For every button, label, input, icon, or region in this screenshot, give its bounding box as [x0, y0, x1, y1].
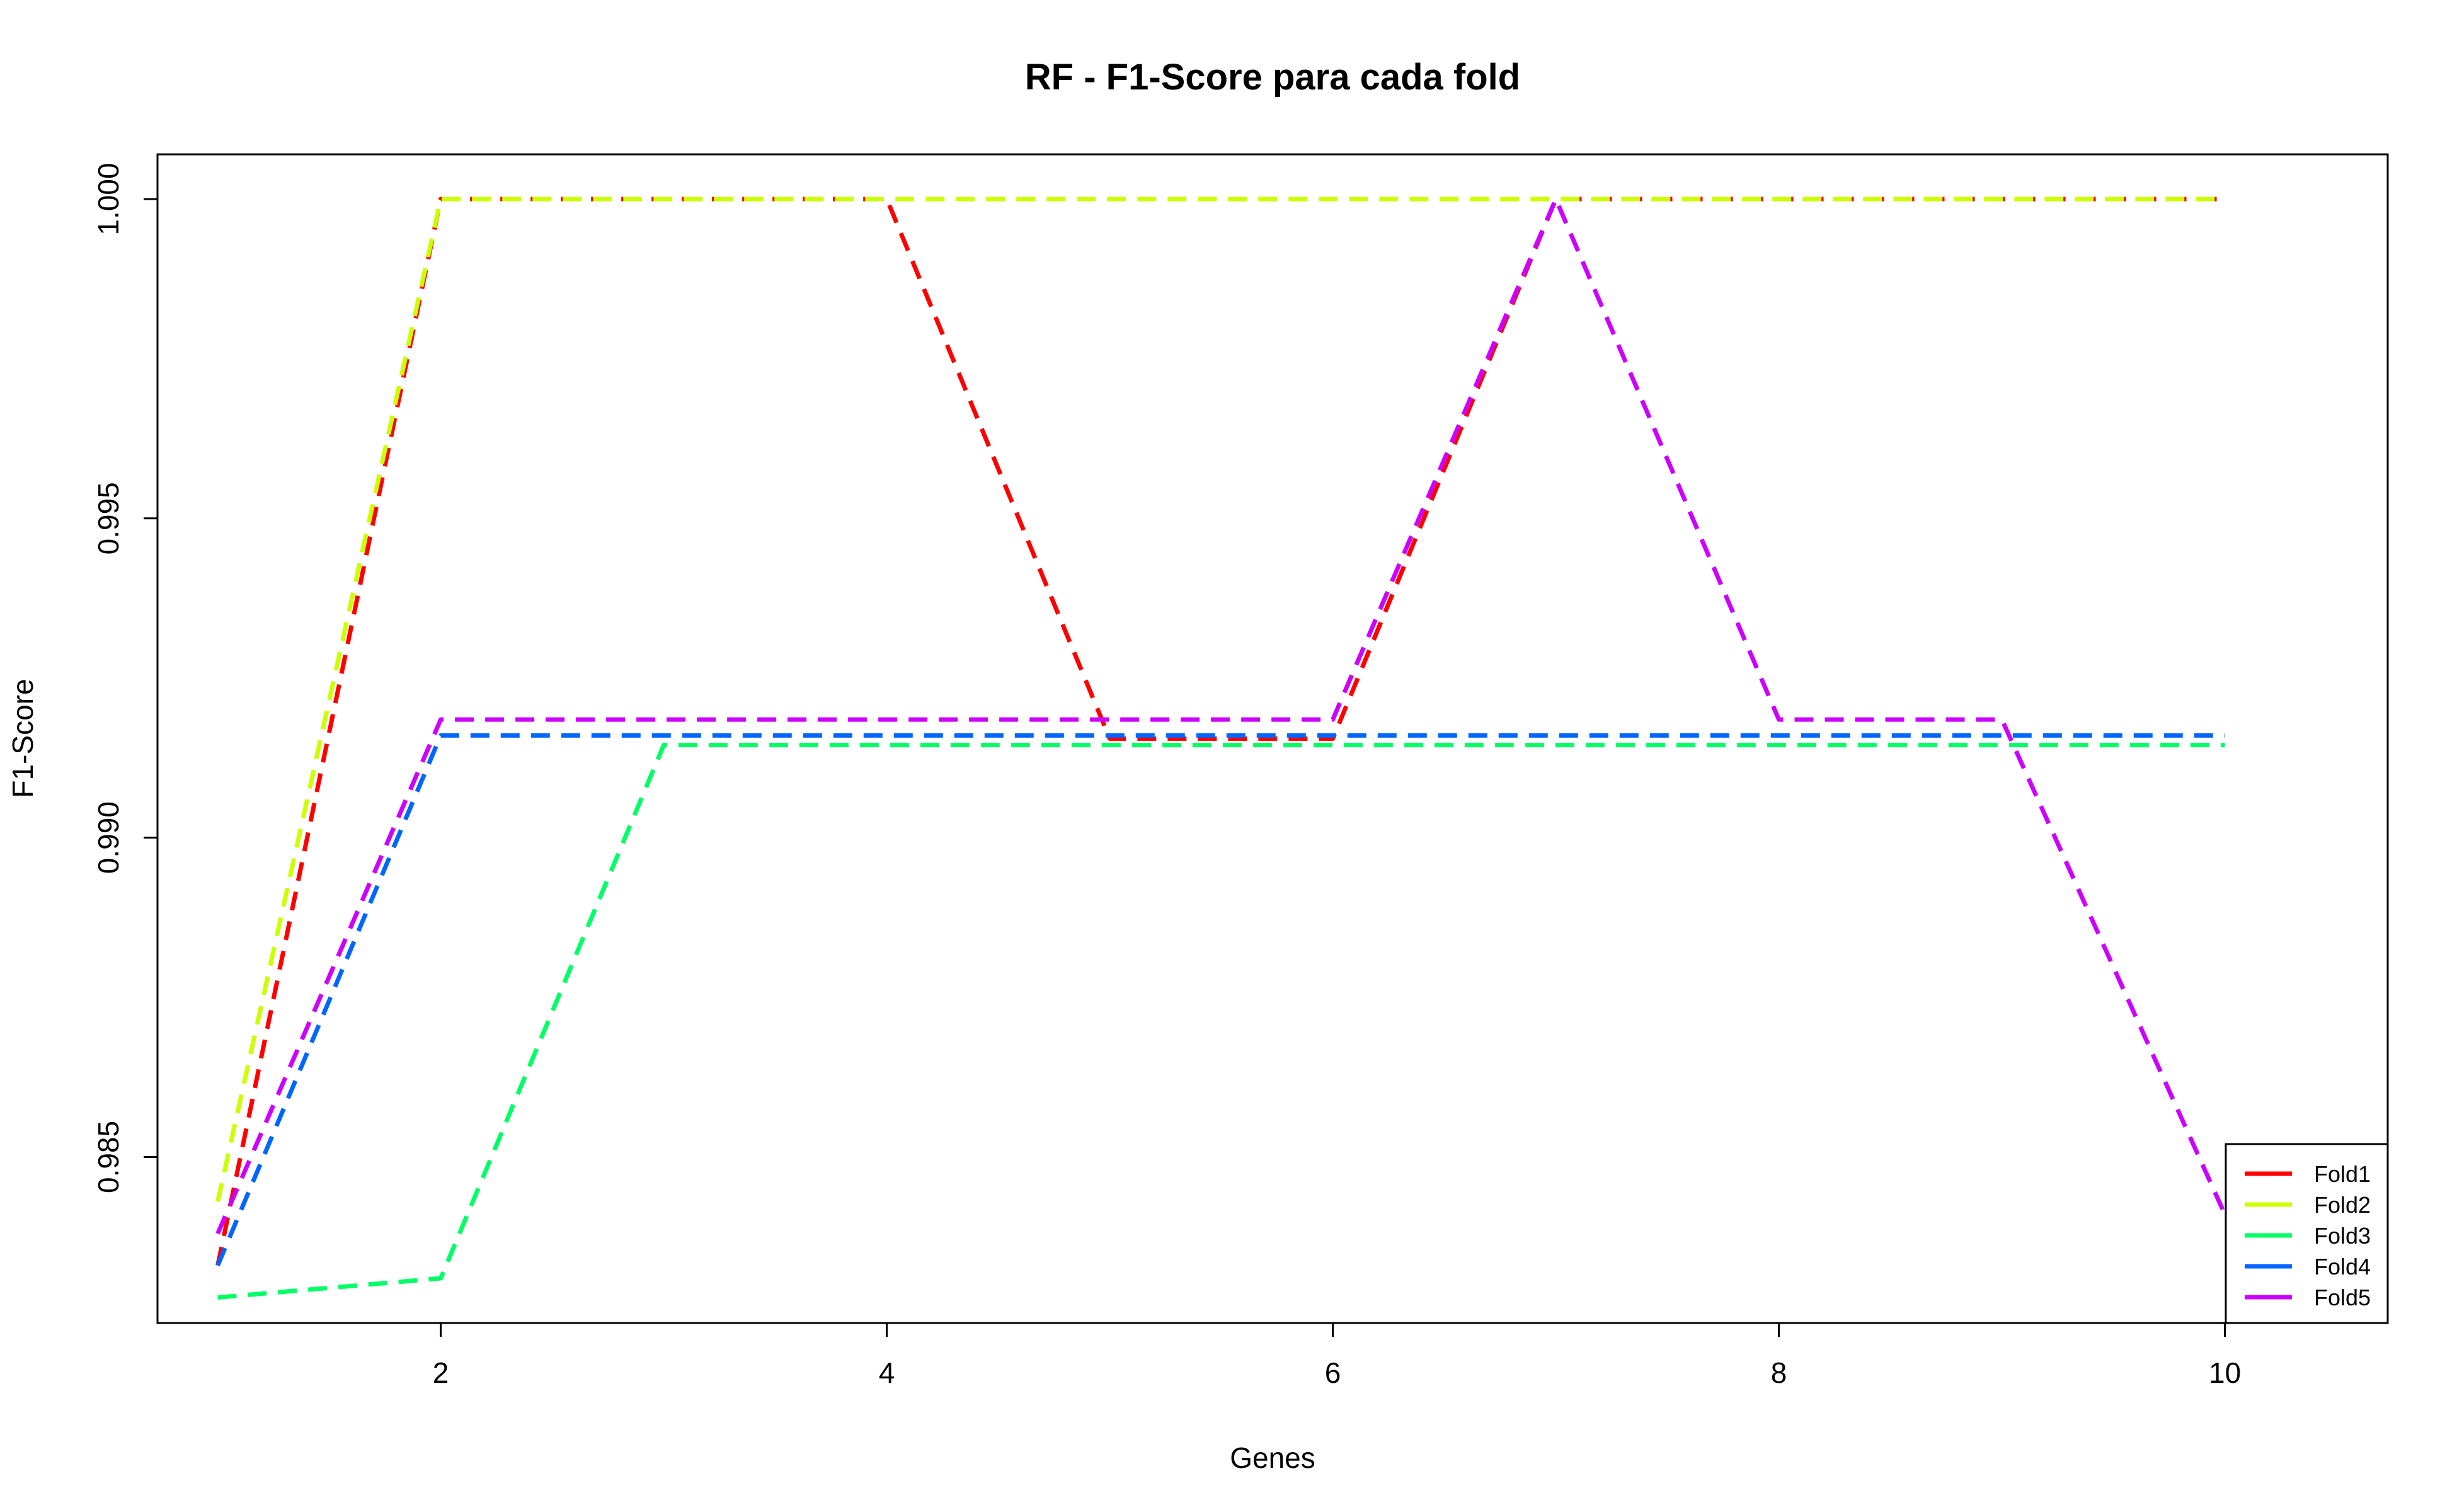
legend-label: Fold5: [2314, 1285, 2371, 1310]
legend-label: Fold3: [2314, 1223, 2371, 1249]
y-axis-label: F1-Score: [6, 679, 39, 798]
legend-label: Fold4: [2314, 1254, 2371, 1280]
series-line-fold4: [215, 733, 2225, 1267]
legend-label: Fold2: [2314, 1192, 2371, 1218]
x-tick-label: 6: [1325, 1356, 1341, 1389]
legend-box: [2225, 1143, 2389, 1324]
x-tick-label: 2: [433, 1356, 449, 1389]
x-tick-label: 10: [2209, 1356, 2241, 1389]
series-line-fold2: [215, 197, 2225, 1203]
y-tick-label: 1.000: [92, 163, 125, 235]
x-axis: 2 4 6 8 10: [433, 1323, 2241, 1389]
chart-title: RF - F1-Score para cada fold: [1025, 57, 1520, 98]
legend-label: Fold1: [2314, 1161, 2371, 1187]
y-tick-label: 0.990: [92, 801, 125, 874]
x-axis-label: Genes: [1230, 1441, 1315, 1474]
y-axis: 0.985 0.990 0.995 1.000: [92, 163, 158, 1193]
x-tick-label: 8: [1771, 1356, 1787, 1389]
series-line-fold3: [217, 743, 2225, 1300]
y-tick-label: 0.985: [92, 1121, 125, 1193]
series-line-fold5: [215, 197, 2227, 1235]
series-layer: [215, 197, 2227, 1300]
x-tick-label: 4: [879, 1356, 895, 1389]
y-tick-label: 0.995: [92, 482, 125, 554]
series-line-fold1: [215, 197, 2225, 1266]
plot-frame: [156, 153, 2389, 1324]
legend: Fold1 Fold2 Fold3 Fold4 Fold5: [2225, 1143, 2389, 1324]
